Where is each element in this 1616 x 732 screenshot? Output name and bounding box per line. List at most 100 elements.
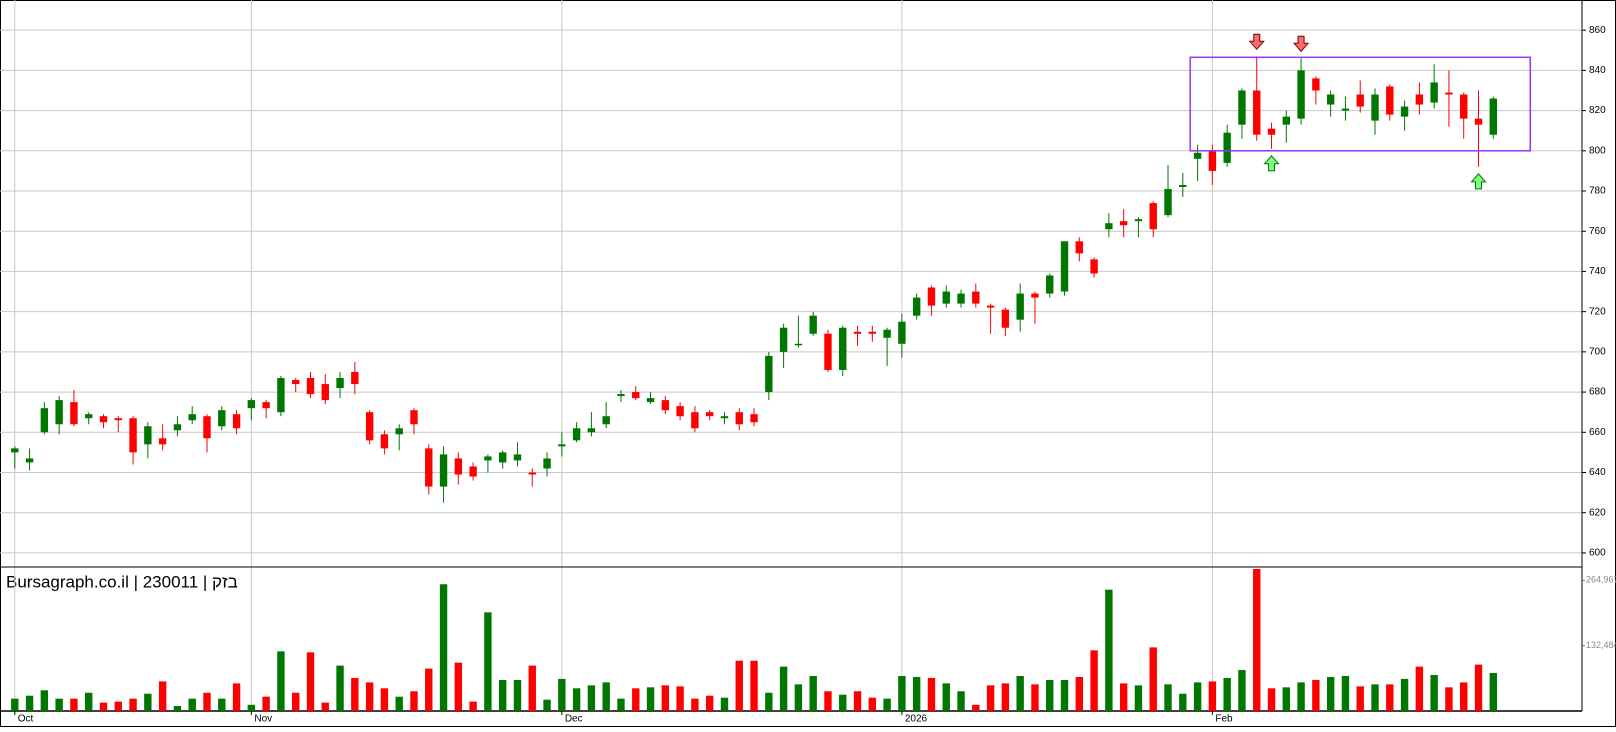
candle-body (927, 287, 936, 306)
volume-bar (351, 677, 359, 711)
volume-bar (454, 662, 463, 711)
volume-bar (1105, 589, 1113, 711)
volume-bar (55, 698, 63, 711)
y-tick-label: 660 (1589, 427, 1606, 438)
volume-bar (691, 698, 699, 711)
candle-body (942, 291, 950, 304)
candle-body (1460, 94, 1468, 119)
volume-bar (883, 698, 891, 711)
volume-bar (1134, 685, 1143, 711)
volume-bar (469, 701, 477, 711)
y-tick-label: 700 (1589, 347, 1606, 358)
candle-body (1445, 92, 1453, 95)
volume-bar (277, 651, 285, 711)
volume-bar (632, 688, 640, 711)
volume-bar (1119, 683, 1128, 711)
candle-body (1371, 94, 1379, 121)
volume-bar (1474, 664, 1483, 711)
volume-bar (1460, 682, 1468, 711)
candle-body (262, 402, 270, 409)
volume-bar (705, 695, 714, 711)
candle-body (218, 410, 226, 427)
volume-bar (646, 687, 655, 711)
volume-bar (750, 660, 758, 711)
candle-body (617, 394, 625, 397)
volume-bar (1430, 675, 1438, 711)
volume-bar (395, 696, 403, 711)
volume-bar (809, 675, 817, 711)
candle-body (395, 428, 403, 435)
volume-bar (173, 706, 182, 711)
candle-body (173, 424, 182, 431)
candle-body (55, 400, 63, 425)
candle-body (513, 454, 522, 461)
volume-bar (972, 704, 980, 711)
candle-body (321, 384, 329, 401)
volume-bar (232, 683, 241, 711)
volume-bar (898, 675, 906, 711)
candle-body (1489, 98, 1497, 135)
volume-bar (1489, 673, 1497, 711)
candle-body (1223, 132, 1231, 163)
volume-bar (927, 677, 936, 711)
candle-body (868, 331, 877, 334)
candle-body (587, 428, 596, 433)
candle-body (25, 458, 34, 463)
y-tick-label: 760 (1589, 226, 1606, 237)
candle-body (883, 329, 891, 338)
candle-body (779, 327, 788, 352)
volume-bar (498, 679, 507, 711)
candle-body (1430, 82, 1438, 103)
volume-bar (1075, 676, 1084, 711)
volume-bar (218, 698, 226, 711)
candle-body (1134, 219, 1143, 222)
candle-body (410, 410, 418, 425)
candle-body (292, 380, 300, 385)
watermark: Bursagraph.co.il | 230011 | בזק (6, 572, 238, 591)
y-tick-label: 840 (1589, 65, 1606, 76)
candle-body (794, 343, 803, 346)
candle-body (912, 297, 921, 316)
y-tick-label: 860 (1589, 25, 1606, 36)
candle-body (203, 416, 211, 439)
volume-bar (439, 584, 448, 711)
volume-bar (292, 692, 300, 711)
buy-arrow (1470, 173, 1487, 190)
volume-bar (484, 612, 492, 711)
candle-body (1016, 293, 1024, 320)
volume-bar (839, 694, 847, 711)
candle-body (188, 414, 196, 421)
volume-bar (1193, 682, 1202, 711)
x-tick-label: Feb (1215, 714, 1233, 725)
volume-bar (25, 695, 34, 711)
candle-body (114, 418, 122, 421)
volume-bar (114, 701, 122, 711)
candle-body (839, 327, 847, 370)
volume-bar (1282, 687, 1290, 711)
volume-bar (1312, 679, 1320, 711)
candle-body (898, 321, 906, 344)
volume-bar (410, 691, 418, 711)
candle-body (853, 331, 862, 334)
candle-body (454, 458, 463, 475)
volume-bar (528, 665, 536, 711)
candle-body (824, 333, 832, 370)
candle-body (558, 444, 566, 447)
candle-body (306, 378, 315, 395)
volume-bar (1356, 686, 1364, 711)
candle-body (144, 426, 152, 445)
volume-bar (11, 698, 19, 711)
candle-body (602, 416, 610, 425)
candle-body (99, 416, 108, 423)
buy-arrow (1263, 155, 1280, 172)
candle-body (543, 458, 551, 469)
volume-bar (853, 691, 862, 711)
candle-body (469, 466, 477, 477)
volume-bar (1415, 666, 1424, 711)
volume-bar (321, 702, 329, 711)
sell-arrow (1292, 35, 1310, 53)
candle-body (750, 414, 758, 423)
volume-bar (70, 698, 78, 711)
candle-body (232, 414, 241, 429)
sell-arrow (1248, 33, 1265, 51)
